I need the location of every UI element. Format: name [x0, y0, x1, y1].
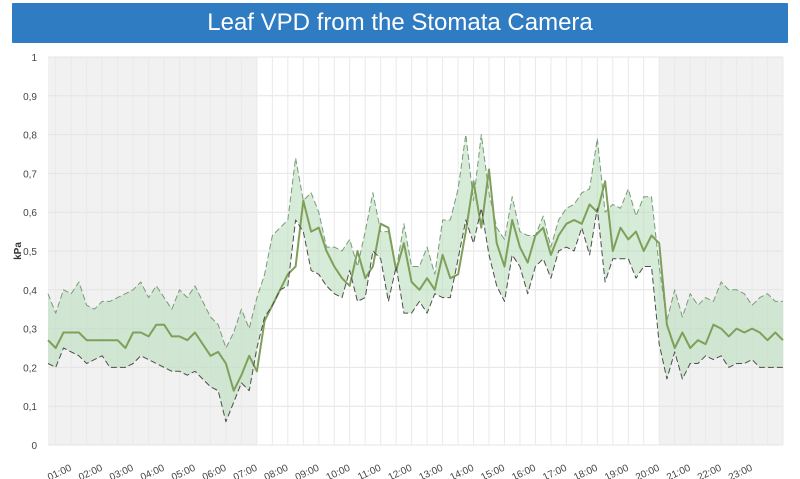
y-tick-label: 0,9 [23, 92, 37, 103]
y-tick-label: 0,1 [23, 402, 37, 413]
x-tick-label: 18:00 [572, 463, 600, 479]
x-tick-label: 19:00 [603, 463, 631, 479]
x-tick-label: 22:00 [696, 463, 724, 479]
x-tick-label: 01:00 [46, 463, 74, 479]
chart-title: Leaf VPD from the Stomata Camera [12, 3, 788, 43]
y-axis-label: kPa [13, 242, 24, 260]
x-tick-label: 13:00 [418, 463, 446, 479]
y-tick-label: 0,8 [23, 131, 37, 142]
x-tick-label: 09:00 [294, 463, 322, 479]
grid-layer [48, 56, 784, 446]
y-tick-label: 0 [31, 441, 37, 452]
mean-line [47, 168, 784, 392]
x-tick-label: 06:00 [201, 463, 229, 479]
x-tick-label: 16:00 [510, 463, 538, 479]
x-tick-labels: 01:00 02:00 03:00 04:00 05:00 06:00 07:00 08:00… [46, 463, 755, 479]
lower-bound-line [47, 207, 783, 423]
x-tick-label: 12:00 [387, 463, 415, 479]
x-tick-label: 07:00 [232, 463, 260, 479]
x-tick-label: 20:00 [634, 463, 662, 479]
y-tick-label: 0,4 [23, 286, 37, 297]
x-tick-label: 15:00 [479, 463, 507, 479]
y-tick-label: 0,7 [23, 169, 37, 180]
x-tick-label: 10:00 [325, 463, 353, 479]
y-tick-labels: 0 0,1 0,2 0,3 0,4 0,5 0,6 0,7 0,8 0,9 1 [23, 53, 37, 452]
y-tick-label: 0,6 [23, 208, 37, 219]
x-tick-label: 17:00 [541, 463, 569, 479]
y-tick-label: 0,2 [23, 363, 37, 374]
series-layer [47, 134, 784, 423]
x-tick-label: 14:00 [448, 463, 476, 479]
x-tick-label: 11:00 [356, 463, 383, 479]
y-tick-label: 0,5 [23, 247, 37, 258]
y-tick-label: 0,3 [23, 325, 37, 336]
y-tick-label: 1 [31, 53, 37, 64]
x-tick-label: 03:00 [108, 463, 136, 479]
x-tick-label: 23:00 [727, 463, 755, 479]
upper-bound-line [47, 134, 783, 349]
x-tick-label: 05:00 [170, 463, 198, 479]
x-tick-label: 21:00 [665, 463, 693, 479]
x-tick-label: 04:00 [139, 463, 167, 479]
x-tick-label: 08:00 [263, 463, 291, 479]
x-tick-label: 02:00 [77, 463, 105, 479]
